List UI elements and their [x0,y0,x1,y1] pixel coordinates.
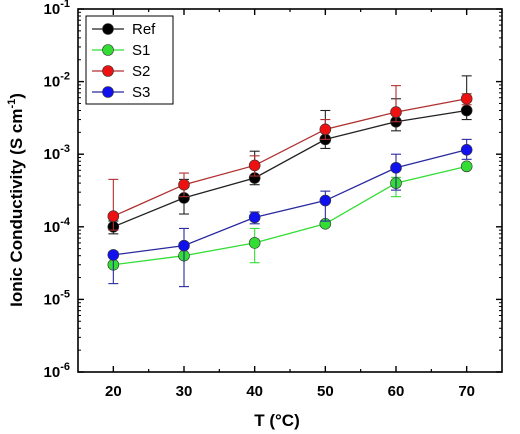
data-point-s3 [107,249,120,261]
data-point-s3 [319,194,332,207]
series-s1 [107,160,473,271]
x-axis-ticks: 20 30 40 50 60 70 [105,9,475,400]
series-s3 [107,138,473,288]
legend-marker-s3 [102,86,114,98]
series-line-s1 [113,165,467,266]
data-point-s1 [460,160,473,173]
legend: Ref S1 S2 S3 [85,15,174,105]
y-tick-label: 10-2 [44,71,70,91]
data-point-s2 [319,123,332,136]
data-point-s2 [460,92,473,105]
legend-label-s1: S1 [132,42,150,59]
y-tick-label: 10-6 [44,361,70,381]
data-point-s3 [178,239,190,252]
data-point-s2 [248,159,261,172]
x-tick-label: 60 [388,383,405,400]
y-tick-label-base: 10 [44,219,61,236]
x-tick-label: 70 [458,383,475,400]
y-tick-label-base: 10 [44,291,61,308]
x-tick-label: 50 [317,383,334,400]
x-tick-label: 40 [246,383,263,400]
series-line-s2 [113,98,467,217]
y-tick-label-exponent: -2 [60,71,70,83]
y-tick-label-base: 10 [44,364,61,381]
data-point-ref [460,104,473,117]
x-axis-title: T (°C) [254,411,300,430]
y-tick-label: 10-5 [44,288,70,308]
y-tick-label-base: 10 [44,1,61,18]
series-line-s3 [113,149,467,256]
y-tick-label: 10-1 [44,0,70,18]
series-line-ref [113,109,467,228]
y-axis-title-superscript: -1 [6,99,18,109]
data-point-s2 [390,106,402,118]
y-tick-label-exponent: -6 [60,361,70,373]
y-tick-label: 10-4 [44,216,71,236]
y-tick-label-exponent: -3 [60,143,70,155]
data-point-s2 [178,178,190,191]
y-axis-title-main: Ionic Conductivity (S cm [7,109,26,307]
y-tick-label-exponent: -5 [60,288,70,300]
y-tick-label-base: 10 [44,74,61,91]
data-point-s3 [460,143,473,156]
y-tick-label-base: 10 [44,146,61,163]
y-tick-label: 10-3 [44,143,70,163]
data-series [107,75,473,288]
data-point-s1 [248,237,261,249]
data-point-s3 [248,211,261,224]
data-point-s2 [107,210,120,222]
legend-marker-s1 [102,44,114,56]
series-s2 [107,85,473,231]
legend-box [85,15,174,105]
y-axis-title: Ionic Conductivity (S cm-1) [6,93,26,307]
legend-marker-s2 [102,65,114,77]
legend-label-ref: Ref [132,21,156,38]
y-axis-title-close: ) [7,93,26,99]
y-axis-ticks: 10-610-510-410-310-210-1 [44,0,502,381]
y-tick-label-exponent: -1 [60,0,70,10]
x-tick-label: 20 [105,383,122,400]
x-tick-label: 30 [176,383,193,400]
y-tick-label-exponent: -4 [60,216,71,228]
legend-marker-ref [102,23,114,35]
data-point-s3 [390,161,402,174]
legend-label-s3: S3 [132,84,150,101]
legend-label-s2: S2 [132,63,150,80]
